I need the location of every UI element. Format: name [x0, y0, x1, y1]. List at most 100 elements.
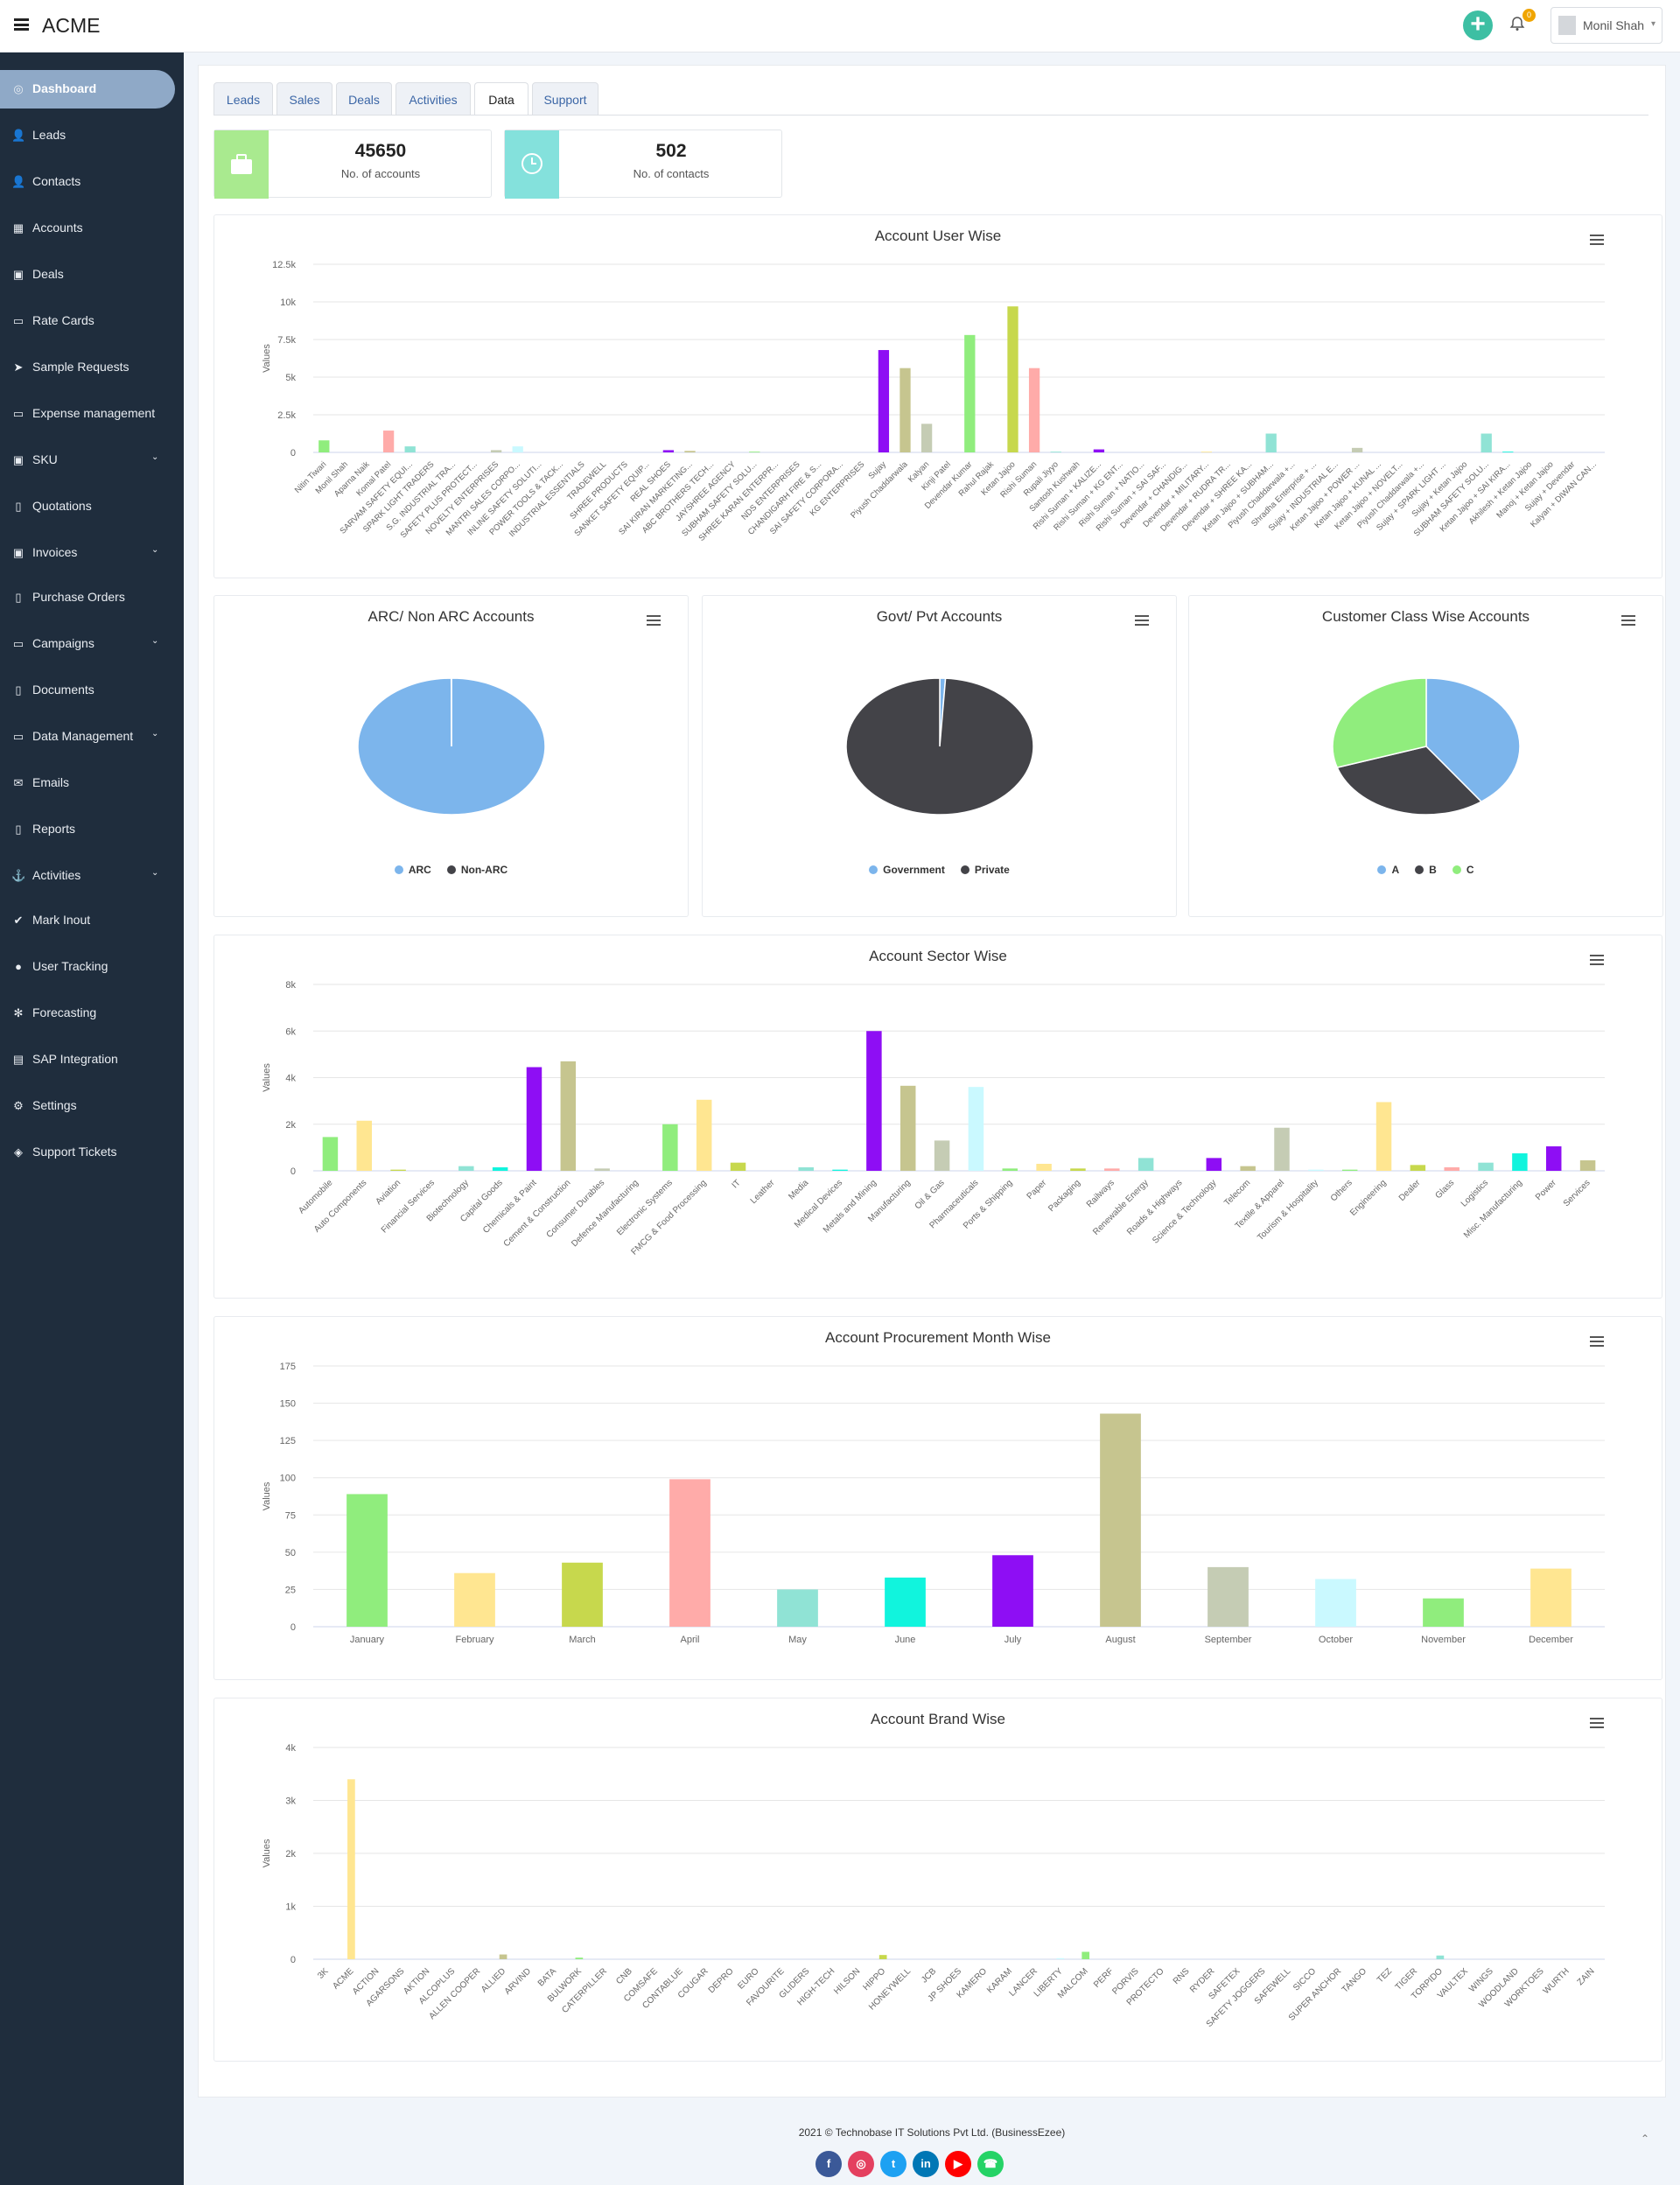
tab-sales[interactable]: Sales — [276, 82, 332, 116]
hamburger-menu-icon[interactable] — [14, 18, 29, 31]
bar[interactable] — [404, 446, 416, 452]
bar[interactable] — [900, 1085, 916, 1171]
bar[interactable] — [1478, 1162, 1494, 1171]
sidebar-item-quotations[interactable]: ▯ Quotations — [0, 487, 175, 526]
scroll-top-icon[interactable]: ⌃ — [1641, 2132, 1650, 2145]
sidebar-item-activities[interactable]: ⚓ Activities ⌄ — [0, 857, 175, 895]
bar[interactable] — [1444, 1167, 1460, 1171]
bar[interactable] — [575, 1957, 584, 1959]
instagram-icon[interactable]: ◎ — [848, 2151, 874, 2177]
chart-menu-icon[interactable] — [1590, 955, 1604, 965]
bar[interactable] — [1512, 1153, 1528, 1171]
bar[interactable] — [1545, 1146, 1562, 1171]
bar[interactable] — [1100, 1413, 1141, 1627]
tab-activities[interactable]: Activities — [396, 82, 471, 116]
bar[interactable] — [382, 431, 395, 452]
sidebar-item-purchase-orders[interactable]: ▯ Purchase Orders — [0, 578, 175, 617]
legend-item[interactable]: Private — [960, 864, 1010, 876]
facebook-icon[interactable]: f — [816, 2151, 842, 2177]
bar[interactable] — [390, 1169, 406, 1171]
bar[interactable] — [1206, 1158, 1222, 1171]
tab-deals[interactable]: Deals — [336, 82, 392, 116]
legend-item[interactable]: Non-ARC — [446, 864, 508, 876]
bar[interactable] — [1480, 433, 1492, 453]
bar[interactable] — [1056, 1957, 1065, 1959]
bar[interactable] — [1579, 1160, 1596, 1171]
legend-item[interactable]: B — [1415, 864, 1437, 876]
bar[interactable] — [1070, 1168, 1086, 1171]
bar[interactable] — [1240, 1166, 1256, 1171]
bar[interactable] — [696, 1099, 712, 1171]
sidebar-item-sample-requests[interactable]: ➤ Sample Requests — [0, 348, 175, 387]
bar[interactable] — [684, 451, 696, 452]
youtube-icon[interactable]: ▶ — [945, 2151, 971, 2177]
bar[interactable] — [1341, 1169, 1358, 1171]
bar[interactable] — [1036, 1164, 1052, 1171]
chart-menu-icon[interactable] — [1621, 615, 1635, 626]
chart-menu-icon[interactable] — [1590, 1718, 1604, 1728]
bar[interactable] — [662, 1124, 678, 1171]
bar[interactable] — [1002, 1168, 1018, 1171]
bar[interactable] — [1351, 447, 1363, 452]
bar[interactable] — [458, 1166, 474, 1171]
bar[interactable] — [454, 1572, 495, 1627]
legend-item[interactable]: ARC — [394, 864, 431, 876]
bar[interactable] — [1007, 306, 1018, 452]
bar[interactable] — [512, 446, 523, 452]
bar[interactable] — [318, 440, 330, 452]
sidebar-item-reports[interactable]: ▯ Reports — [0, 810, 175, 849]
chart-menu-icon[interactable] — [1135, 615, 1149, 626]
tab-leads[interactable]: Leads — [214, 82, 273, 116]
bar[interactable] — [900, 368, 911, 452]
sidebar-item-settings[interactable]: ⚙ Settings — [0, 1087, 175, 1125]
bar[interactable] — [560, 1061, 577, 1171]
bar[interactable] — [777, 1589, 818, 1627]
whatsapp-icon[interactable]: ☎ — [977, 2151, 1004, 2177]
bar[interactable] — [730, 1162, 746, 1171]
sidebar-item-invoices[interactable]: ▣ Invoices ⌄ — [0, 534, 175, 572]
sidebar-item-accounts[interactable]: ▦ Accounts — [0, 209, 175, 248]
bar[interactable] — [1376, 1102, 1392, 1171]
pie-slice[interactable] — [845, 677, 1034, 816]
bar[interactable] — [885, 1577, 926, 1627]
bar[interactable] — [347, 1779, 355, 1959]
bar[interactable] — [878, 1955, 887, 1959]
bar[interactable] — [1274, 1127, 1290, 1171]
bar[interactable] — [920, 424, 933, 452]
sidebar-item-contacts[interactable]: 👤 Contacts — [0, 163, 175, 201]
bar[interactable] — [964, 334, 976, 452]
legend-item[interactable]: A — [1377, 864, 1399, 876]
sidebar-item-expense-management[interactable]: ▭ Expense management — [0, 395, 175, 433]
sidebar-item-emails[interactable]: ✉ Emails — [0, 764, 175, 802]
chart-menu-icon[interactable] — [647, 615, 661, 626]
bar[interactable] — [1082, 1951, 1090, 1959]
sidebar-item-mark-inout[interactable]: ✔ Mark Inout — [0, 901, 175, 940]
bar[interactable] — [968, 1087, 984, 1171]
sidebar-item-data-management[interactable]: ▭ Data Management ⌄ — [0, 718, 175, 756]
bar[interactable] — [992, 1555, 1033, 1627]
bar[interactable] — [594, 1168, 610, 1171]
sidebar-item-deals[interactable]: ▣ Deals — [0, 256, 175, 294]
sidebar-item-rate-cards[interactable]: ▭ Rate Cards — [0, 302, 175, 340]
sidebar-item-leads[interactable]: 👤 Leads — [0, 116, 175, 155]
tab-support[interactable]: Support — [532, 82, 598, 116]
bar[interactable] — [832, 1169, 848, 1171]
bar[interactable] — [669, 1479, 710, 1627]
bar[interactable] — [490, 450, 502, 452]
bar[interactable] — [499, 1954, 508, 1959]
bar[interactable] — [1308, 1169, 1324, 1171]
bar[interactable] — [492, 1167, 508, 1171]
bar[interactable] — [1423, 1598, 1464, 1627]
bar[interactable] — [798, 1167, 814, 1171]
bar[interactable] — [1138, 1158, 1154, 1171]
bar[interactable] — [562, 1562, 603, 1627]
bar[interactable] — [1315, 1579, 1356, 1627]
chart-menu-icon[interactable] — [1590, 235, 1604, 245]
bar[interactable] — [1028, 368, 1040, 452]
legend-item[interactable]: Government — [869, 864, 945, 876]
bar[interactable] — [1208, 1566, 1249, 1627]
bar[interactable] — [1410, 1165, 1426, 1171]
sidebar-item-sku[interactable]: ▣ SKU ⌄ — [0, 441, 175, 480]
bar[interactable] — [662, 450, 675, 452]
bar[interactable] — [322, 1137, 339, 1171]
